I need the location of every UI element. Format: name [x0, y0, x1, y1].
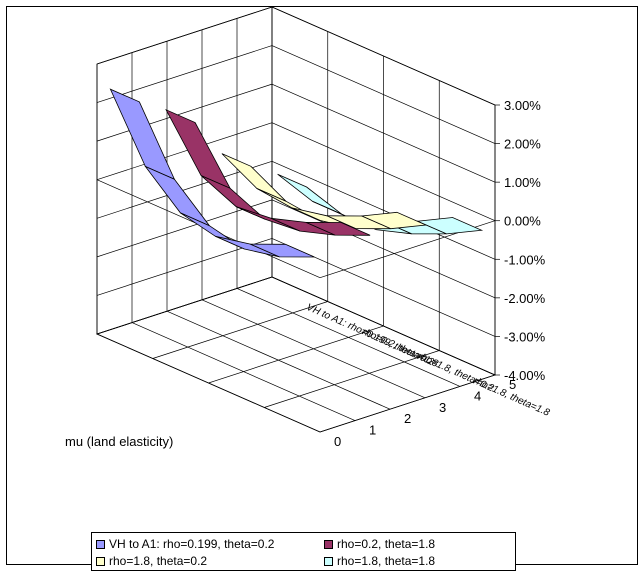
- y-tick-label: -1.00%: [504, 252, 546, 267]
- legend-swatch-1: [96, 539, 105, 549]
- legend: VH to A1: rho=0.199, theta=0.2 rho=0.2, …: [91, 532, 516, 571]
- legend-label-4: rho=1.8, theta=1.8: [337, 554, 436, 568]
- x-tick-label: 0: [334, 434, 341, 449]
- y-tick-label: -4.00%: [504, 368, 546, 383]
- legend-swatch-4: [324, 556, 333, 566]
- x-tick-label: 1: [369, 423, 376, 438]
- legend-swatch-3: [96, 556, 105, 566]
- ribbon-segment: [305, 221, 371, 236]
- legend-label-2: rho=0.2, theta=1.8: [337, 537, 436, 551]
- floor-gridline-z: [152, 301, 328, 359]
- y-tick-label: 2.00%: [504, 137, 541, 152]
- chart-walls: [95, 6, 497, 433]
- legend-item-4: rho=1.8, theta=1.8: [324, 554, 435, 568]
- ribbon-segment: [360, 211, 428, 230]
- ribbon-segment: [250, 243, 315, 258]
- y-tick-label: -2.00%: [504, 291, 546, 306]
- legend-label-1: VH to A1: rho=0.199, theta=0.2: [109, 537, 275, 551]
- floor-gridline-z: [319, 374, 496, 433]
- legend-label-3: rho=1.8, theta=0.2: [109, 554, 208, 568]
- floor-gridline-z: [96, 276, 273, 335]
- series-ribbon: [109, 88, 315, 258]
- y-tick-label: 1.00%: [504, 175, 541, 190]
- x-axis-title: mu (land elasticity): [65, 434, 173, 449]
- y-tick-label: 3.00%: [504, 98, 541, 113]
- series-ribbon: [165, 108, 371, 236]
- x-tick-label: 5: [509, 377, 516, 392]
- floor-gridline-z: [208, 325, 384, 384]
- y-tick-label: -3.00%: [504, 329, 546, 344]
- gridline-back-y: [96, 83, 273, 142]
- floor-gridline-z: [264, 350, 440, 408]
- chart-series: [109, 88, 484, 258]
- gridline-back-y: [96, 6, 273, 65]
- legend-item-3: rho=1.8, theta=0.2: [96, 554, 207, 568]
- legend-item-1: VH to A1: rho=0.199, theta=0.2: [96, 537, 274, 551]
- y-tick-label: 0.00%: [504, 214, 541, 229]
- ribbon-segment: [416, 217, 484, 235]
- x-tick-label: 3: [439, 400, 446, 415]
- gridline-back-y: [96, 45, 273, 103]
- x-tick-label: 4: [474, 388, 481, 403]
- series-ribbon: [221, 153, 428, 230]
- legend-item-2: rho=0.2, theta=1.8: [324, 537, 435, 551]
- x-tick-label: 2: [404, 411, 411, 426]
- gridline-back-y: [96, 122, 273, 181]
- legend-swatch-2: [324, 539, 333, 549]
